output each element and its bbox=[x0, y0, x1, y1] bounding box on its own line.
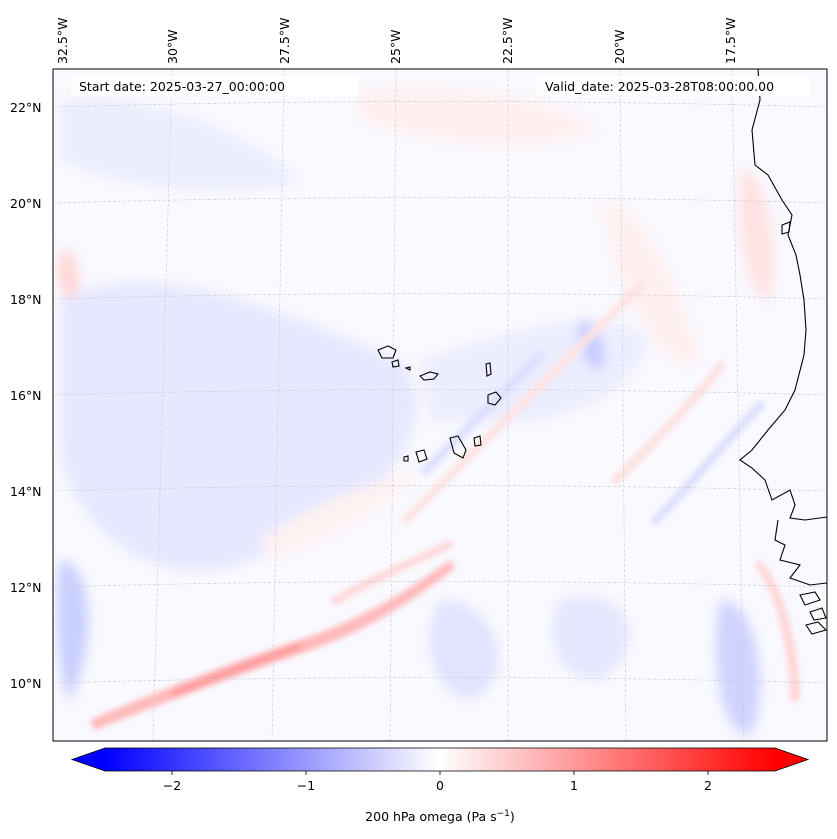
colorbar-label: 200 hPa omega (Pa s−1) bbox=[365, 809, 515, 824]
longitude-labels: 32.5°W 30°W 27.5°W 25°W 22.5°W 20°W 17.5… bbox=[55, 18, 738, 64]
valid-date-box bbox=[537, 76, 810, 96]
cape-verde-santa-luzia bbox=[404, 366, 411, 371]
lon-label: 20°W bbox=[612, 29, 627, 64]
gridline-lat bbox=[53, 677, 827, 684]
start-date-label: Start date: 2025-03-27_00:00:00 bbox=[79, 79, 285, 94]
map-panel: Start date: 2025-03-27_00:00:00 Valid_da… bbox=[52, 68, 828, 742]
colorbar: −2 −1 0 1 2 200 hPa omega (Pa s−1) bbox=[70, 747, 810, 824]
omega-field bbox=[57, 87, 800, 735]
cape-verde-brava bbox=[403, 455, 409, 462]
colorbar-tick-label: 1 bbox=[570, 778, 578, 793]
colorbar-tick-label: −2 bbox=[163, 778, 181, 793]
lat-label: 20°N bbox=[10, 196, 42, 211]
lat-label: 12°N bbox=[10, 580, 42, 595]
coast-islet bbox=[805, 621, 827, 635]
bijagos-coast bbox=[799, 591, 821, 606]
start-date-box bbox=[71, 76, 359, 96]
lon-label: 27.5°W bbox=[277, 18, 292, 64]
gridline-lon bbox=[271, 69, 285, 741]
colorbar-tick-label: −1 bbox=[297, 778, 315, 793]
gridline-lon bbox=[731, 69, 745, 741]
colorbar-units-prefix: (Pa s bbox=[467, 809, 497, 824]
lat-label: 18°N bbox=[10, 292, 42, 307]
africa-coastline bbox=[739, 69, 827, 521]
colorbar-units-exponent: −1 bbox=[497, 809, 510, 819]
colorbar-high-extension bbox=[775, 748, 808, 771]
gridline-lon bbox=[389, 69, 397, 741]
cape-verde-sao-vicente bbox=[391, 359, 400, 368]
lat-label: 14°N bbox=[10, 484, 42, 499]
lon-label: 25°W bbox=[388, 29, 403, 64]
cape-verde-santiago bbox=[449, 435, 467, 459]
gridline-lat bbox=[53, 581, 827, 588]
colorbar-units-suffix: ) bbox=[510, 809, 515, 824]
gridline-lat bbox=[53, 389, 827, 396]
gridline-lat bbox=[53, 485, 827, 492]
gridline-lat bbox=[53, 293, 827, 300]
cape-verde-sal bbox=[485, 362, 492, 377]
lat-label: 16°N bbox=[10, 388, 42, 403]
lon-label: 30°W bbox=[165, 29, 180, 64]
coast-islet bbox=[781, 221, 791, 235]
gridline-lat bbox=[53, 197, 827, 204]
graticule bbox=[53, 69, 827, 741]
colorbar-tick-label: 0 bbox=[436, 778, 444, 793]
colorbar-tick-label: 2 bbox=[704, 778, 712, 793]
cape-verde-sao-nicolau bbox=[419, 371, 439, 381]
coastlines bbox=[377, 69, 827, 635]
colorbar-low-extension bbox=[72, 748, 105, 771]
cape-verde-boa-vista bbox=[487, 391, 502, 406]
map-frame bbox=[52, 68, 828, 742]
gridline-lon bbox=[152, 69, 173, 741]
colorbar-variable: 200 hPa omega bbox=[365, 809, 462, 824]
valid-date-label: Valid_date: 2025-03-28T08:00:00.00 bbox=[545, 79, 774, 94]
lat-label: 10°N bbox=[10, 676, 42, 691]
coast-islet bbox=[809, 607, 827, 621]
colorbar-outline bbox=[70, 747, 810, 772]
lat-label: 22°N bbox=[10, 100, 42, 115]
lon-label: 17.5°W bbox=[723, 18, 738, 64]
guinea-coastline bbox=[774, 519, 827, 586]
lon-label: 22.5°W bbox=[500, 18, 515, 64]
cape-verde-santo-antao bbox=[377, 345, 397, 359]
gridline-lat bbox=[53, 101, 827, 108]
colorbar-body bbox=[105, 748, 775, 771]
colorbar-ticks: −2 −1 0 1 2 bbox=[163, 771, 712, 793]
cape-verde-maio bbox=[473, 435, 482, 447]
gridline-lon bbox=[619, 69, 627, 741]
cape-verde-fogo bbox=[415, 449, 428, 463]
lon-label: 32.5°W bbox=[55, 18, 70, 64]
latitude-labels: 22°N 20°N 18°N 16°N 14°N 12°N 10°N bbox=[10, 100, 42, 691]
